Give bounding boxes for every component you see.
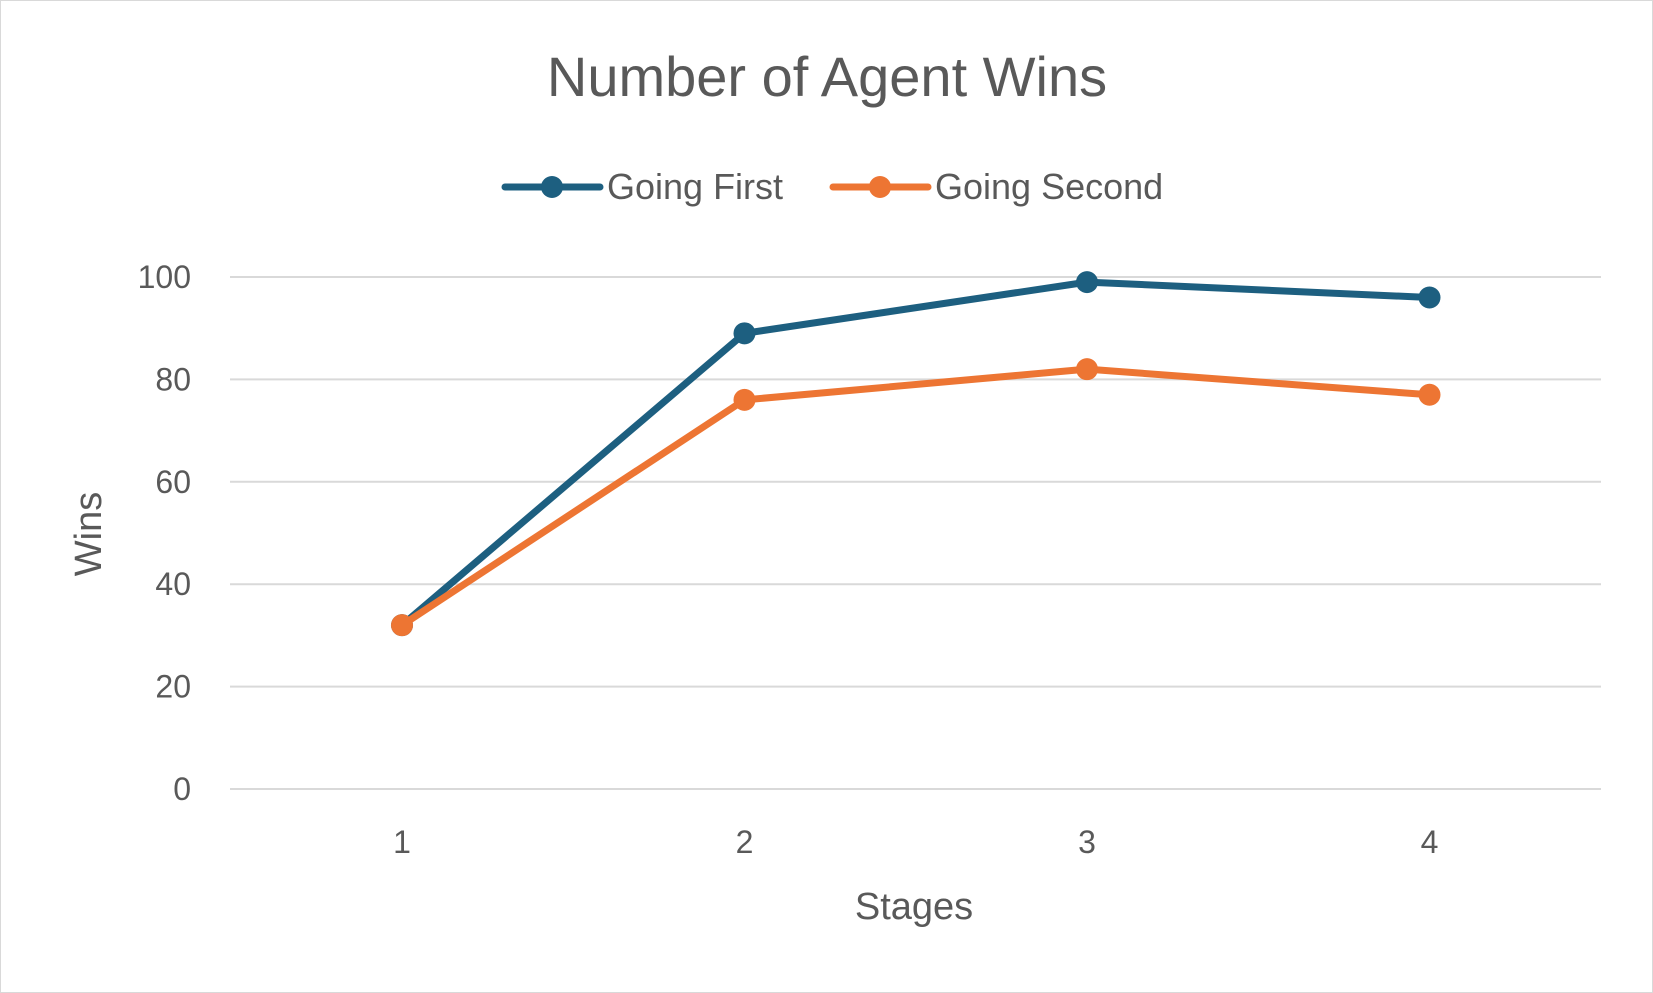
legend-item-1: Going First bbox=[501, 166, 783, 207]
series-line bbox=[398, 278, 1433, 629]
x-tick-label: 4 bbox=[1421, 824, 1439, 860]
series-line bbox=[398, 365, 1433, 629]
data-point bbox=[1418, 286, 1441, 309]
series-1 bbox=[391, 271, 1441, 637]
legend-marker bbox=[869, 176, 891, 198]
x-tick-label: 1 bbox=[393, 824, 411, 860]
y-tick-label: 60 bbox=[155, 464, 191, 500]
legend-label: Going Second bbox=[935, 166, 1163, 207]
data-point bbox=[1076, 358, 1098, 381]
data-point bbox=[733, 388, 756, 411]
x-axis-ticks: 1 2 3 4 bbox=[393, 824, 1438, 860]
y-tick-label: 0 bbox=[173, 771, 191, 807]
x-tick-label: 2 bbox=[736, 824, 754, 860]
legend-item-2: Going Second bbox=[829, 166, 1163, 207]
data-point bbox=[1418, 383, 1441, 406]
y-axis-ticks: 0 20 40 60 80 100 bbox=[138, 259, 191, 807]
data-point bbox=[391, 614, 413, 637]
series-2 bbox=[391, 358, 1441, 637]
legend: Going First Going Second bbox=[501, 166, 1163, 207]
x-tick-label: 3 bbox=[1078, 824, 1096, 860]
y-tick-label: 80 bbox=[155, 361, 191, 397]
y-tick-label: 20 bbox=[155, 669, 191, 705]
series-layer bbox=[391, 271, 1441, 637]
y-tick-label: 100 bbox=[138, 259, 191, 295]
x-axis-title: Stages bbox=[855, 886, 973, 928]
gridlines bbox=[230, 276, 1601, 790]
y-tick-label: 40 bbox=[155, 566, 191, 602]
data-point bbox=[1076, 271, 1098, 294]
chart-title: Number of Agent Wins bbox=[547, 45, 1107, 108]
data-point bbox=[733, 322, 756, 345]
legend-label: Going First bbox=[607, 166, 783, 207]
legend-marker bbox=[541, 176, 563, 198]
y-axis-title: Wins bbox=[68, 492, 110, 576]
